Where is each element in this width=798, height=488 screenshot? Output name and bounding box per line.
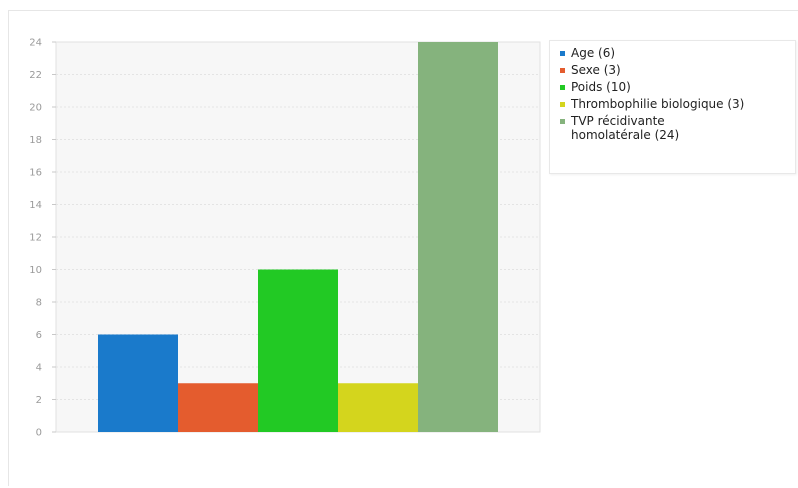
legend-label-thrombophilie: Thrombophilie biologique (3) [571, 97, 745, 111]
legend-swatch-poids [560, 85, 565, 90]
legend-item-thrombophilie: Thrombophilie biologique (3) [560, 97, 789, 111]
chart-frame [8, 10, 798, 486]
bar-1[interactable] [178, 383, 258, 432]
y-tick-label: 8 [36, 298, 42, 309]
y-tick-label: 20 [29, 103, 42, 114]
y-tick-label: 12 [29, 233, 42, 244]
y-tick-label: 0 [36, 428, 42, 439]
legend-swatch-tvp [560, 119, 565, 124]
legend-label-tvp: TVP récidivante homolatérale (24) [571, 114, 680, 142]
y-tick-label: 18 [29, 135, 42, 146]
y-tick-label: 2 [36, 395, 42, 406]
bar-4[interactable] [418, 42, 498, 432]
bar-0[interactable] [98, 334, 178, 433]
legend-label-sexe: Sexe (3) [571, 63, 621, 77]
legend-item-tvp: TVP récidivante homolatérale (24) [560, 114, 789, 142]
y-tick-label: 14 [29, 200, 42, 211]
y-tick-label: 6 [36, 330, 42, 341]
legend-swatch-sexe [560, 68, 565, 73]
y-tick-label: 22 [29, 70, 42, 81]
legend-label-poids: Poids (10) [571, 80, 631, 94]
legend-item-sexe: Sexe (3) [560, 63, 789, 77]
y-tick-label: 4 [36, 363, 42, 374]
y-tick-label: 16 [29, 168, 42, 179]
bar-3[interactable] [338, 383, 418, 432]
legend-swatch-thrombophilie [560, 102, 565, 107]
legend-item-poids: Poids (10) [560, 80, 789, 94]
legend-swatch-age [560, 51, 565, 56]
legend-item-age: Age (6) [560, 46, 789, 60]
bar-2[interactable] [258, 269, 338, 433]
legend: Age (6) Sexe (3) Poids (10) Thrombophili… [549, 40, 796, 174]
y-tick-label: 24 [29, 38, 42, 49]
y-tick-label: 10 [29, 265, 42, 276]
legend-label-age: Age (6) [571, 46, 616, 60]
bars [98, 42, 498, 432]
